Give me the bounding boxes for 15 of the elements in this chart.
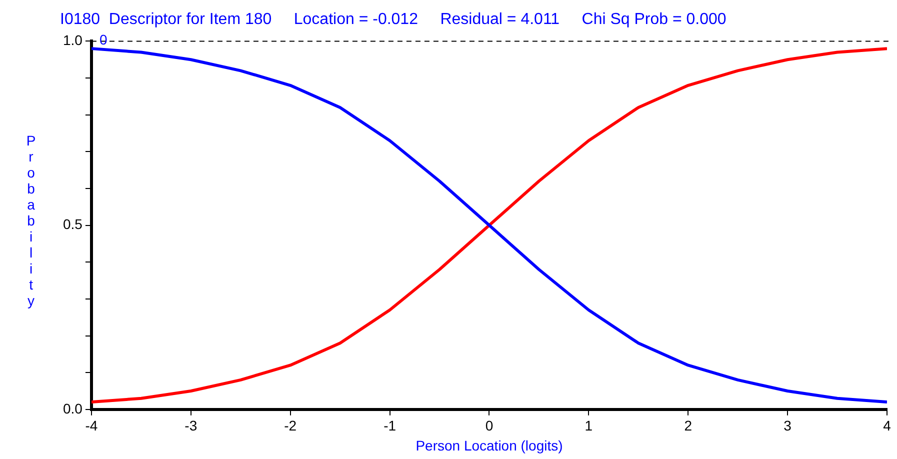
x-tick-label: -2 <box>284 418 297 434</box>
y-tick-label: 1.0 <box>62 32 83 48</box>
x-axis-title: Person Location (logits) <box>416 437 563 454</box>
x-tick-label: -4 <box>85 418 98 434</box>
x-tick-label: 4 <box>883 418 892 434</box>
y-tick-label: 0.5 <box>62 216 83 232</box>
y-tick-label: 0.0 <box>62 400 83 416</box>
chart-title: I0180 Descriptor for Item 180 Location = -0.012 Residual = 4.011 Chi Sq Prob = 0.000 <box>60 11 726 28</box>
x-tick-label: -3 <box>184 418 198 434</box>
x-tick-label: 1 <box>584 418 593 434</box>
x-tick-label: -1 <box>384 418 396 434</box>
x-tick-label: 3 <box>784 418 792 434</box>
x-tick-label: 0 <box>485 418 494 434</box>
text: Probability <box>26 132 36 308</box>
x-tick-label: 2 <box>684 418 692 434</box>
